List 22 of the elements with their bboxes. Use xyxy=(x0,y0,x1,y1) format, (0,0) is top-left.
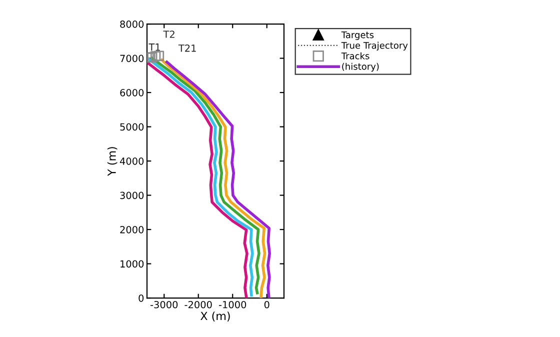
x-tick-label: -2000 xyxy=(184,300,212,308)
y-tick-label: 4000 xyxy=(120,157,144,165)
legend-label: True Trajectory xyxy=(341,42,408,51)
y-tick-label: 3000 xyxy=(120,192,144,200)
y-tick-label: 1000 xyxy=(120,260,144,268)
y-tick-label: 6000 xyxy=(120,89,144,96)
y-axis-title: Y (m) xyxy=(107,147,118,176)
y-tick-label: 8000 xyxy=(120,20,144,28)
annotation: T21 xyxy=(178,44,196,52)
x-tick-label: -1000 xyxy=(218,300,246,308)
x-axis-title: X (m) xyxy=(200,312,230,322)
x-tick-label: -3000 xyxy=(150,300,178,308)
y-tick-label: 0 xyxy=(138,294,144,302)
y-tick-label: 2000 xyxy=(120,226,144,234)
annotation: T2 xyxy=(163,30,174,38)
y-tick-label: 5000 xyxy=(120,123,144,131)
legend-label: Tracks xyxy=(341,52,370,60)
x-tick-label: 0 xyxy=(264,300,270,308)
legend-label: (history) xyxy=(342,62,379,72)
annotation: T1 xyxy=(148,44,160,51)
y-tick-label: 7000 xyxy=(120,54,144,62)
legend-label: Targets xyxy=(341,32,374,40)
